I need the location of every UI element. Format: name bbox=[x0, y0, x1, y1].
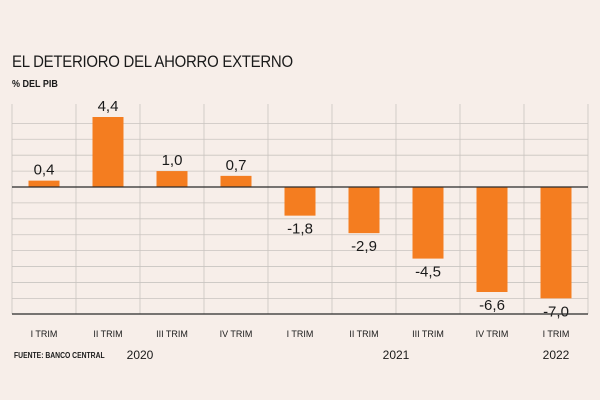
bar bbox=[28, 180, 60, 187]
bar bbox=[156, 171, 188, 187]
bar bbox=[92, 117, 124, 187]
data-label: -2,9 bbox=[351, 238, 377, 255]
chart-title: EL DETERIORO DEL AHORRO EXTERNO bbox=[12, 52, 293, 71]
x-tick-label: II TRIM bbox=[93, 329, 122, 339]
bar bbox=[220, 175, 252, 187]
data-label: -4,5 bbox=[415, 264, 441, 281]
data-label: -1,8 bbox=[287, 221, 313, 238]
x-tick-label: IV TRIM bbox=[220, 329, 253, 339]
x-tick-label: IV TRIM bbox=[476, 329, 509, 339]
x-tick-label: I TRIM bbox=[543, 329, 570, 339]
bar bbox=[348, 187, 380, 234]
chart-subtitle: % DEL PIB bbox=[12, 79, 58, 90]
x-tick-label: III TRIM bbox=[412, 329, 444, 339]
data-label: -6,6 bbox=[479, 297, 505, 314]
year-label: 2020 bbox=[127, 348, 154, 362]
data-label: -7,0 bbox=[543, 303, 569, 320]
bar bbox=[412, 187, 444, 259]
source-note: FUENTE: BANCO CENTRAL bbox=[14, 351, 105, 360]
bar bbox=[540, 187, 572, 299]
data-label: 4,4 bbox=[98, 98, 119, 115]
x-tick-label: III TRIM bbox=[156, 329, 188, 339]
bar bbox=[476, 187, 508, 292]
x-tick-label: I TRIM bbox=[31, 329, 58, 339]
x-tick-label: I TRIM bbox=[287, 329, 314, 339]
bar bbox=[284, 187, 316, 216]
data-label: 0,7 bbox=[226, 157, 247, 174]
x-tick-label: II TRIM bbox=[349, 329, 378, 339]
data-label: 1,0 bbox=[162, 152, 183, 169]
data-label: 0,4 bbox=[34, 162, 55, 179]
year-label: 2021 bbox=[383, 348, 410, 362]
year-label: 2022 bbox=[543, 348, 570, 362]
